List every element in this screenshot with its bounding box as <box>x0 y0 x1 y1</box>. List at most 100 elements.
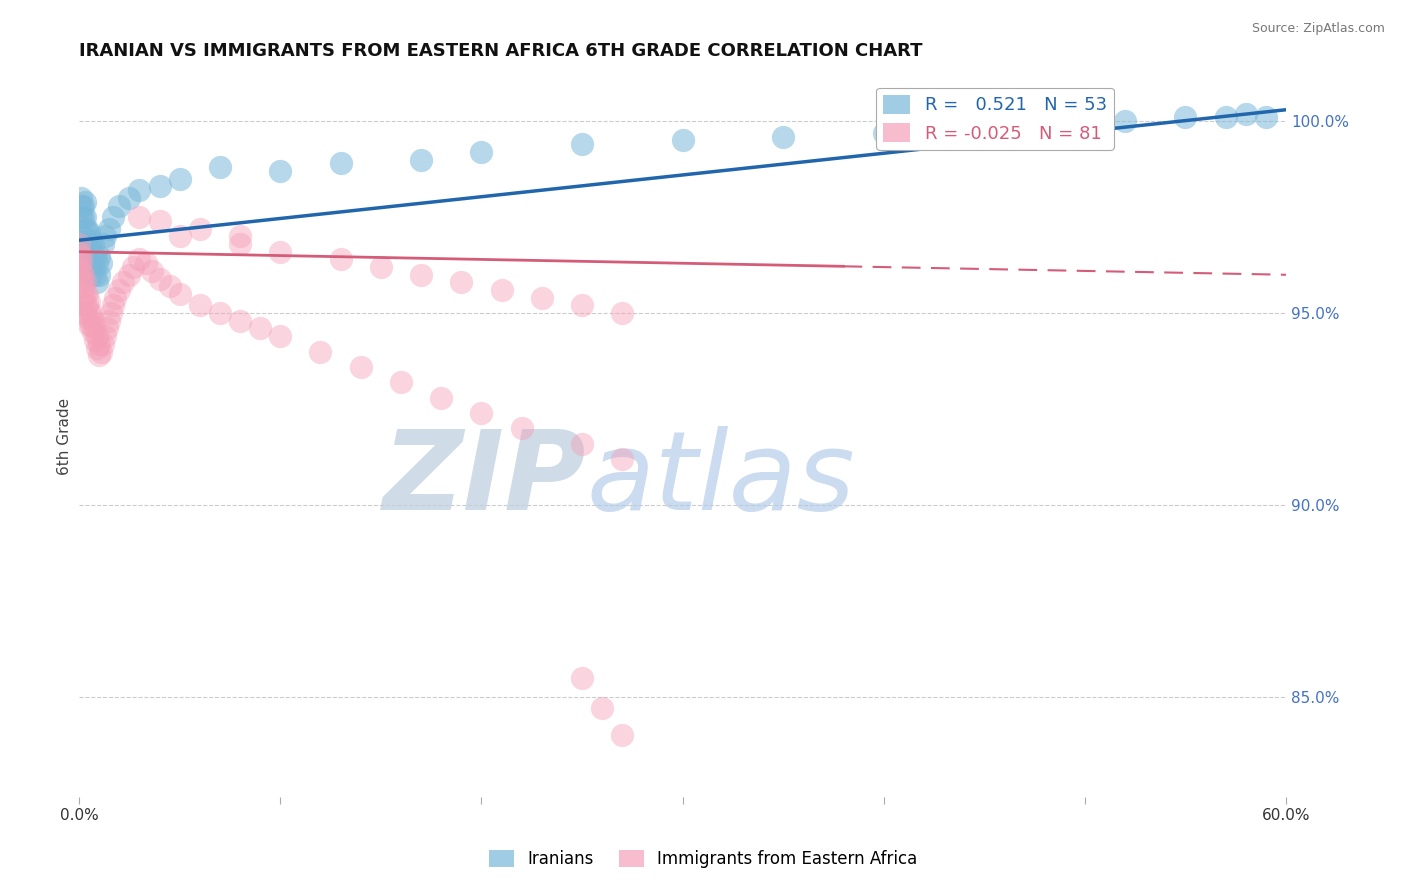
Point <box>89 268 111 282</box>
Point <box>80 249 103 263</box>
Point <box>1254 111 1277 125</box>
Point <box>76 221 98 235</box>
Point <box>128 252 150 267</box>
Point <box>75 287 97 301</box>
Point <box>76 298 98 312</box>
Point <box>229 237 252 252</box>
Point <box>90 344 112 359</box>
Point <box>72 229 94 244</box>
Point <box>134 256 156 270</box>
Point <box>169 171 191 186</box>
Point <box>98 314 121 328</box>
Point <box>118 191 141 205</box>
Point <box>169 287 191 301</box>
Point <box>409 268 432 282</box>
Text: ZIP: ZIP <box>382 425 586 533</box>
Point <box>269 329 291 343</box>
Point <box>873 126 896 140</box>
Point <box>70 264 93 278</box>
Point <box>229 229 252 244</box>
Point <box>86 256 108 270</box>
Point <box>77 226 100 240</box>
Point <box>75 298 97 312</box>
Point <box>772 129 794 144</box>
Point <box>72 279 94 293</box>
Text: IRANIAN VS IMMIGRANTS FROM EASTERN AFRICA 6TH GRADE CORRELATION CHART: IRANIAN VS IMMIGRANTS FROM EASTERN AFRIC… <box>79 42 922 60</box>
Point <box>269 164 291 178</box>
Point <box>612 728 634 742</box>
Point <box>67 237 90 252</box>
Point <box>148 271 170 285</box>
Point <box>470 406 492 420</box>
Legend: Iranians, Immigrants from Eastern Africa: Iranians, Immigrants from Eastern Africa <box>482 843 924 875</box>
Point <box>72 268 94 282</box>
Point <box>89 336 111 351</box>
Point <box>75 210 97 224</box>
Point <box>104 291 127 305</box>
Point <box>141 264 163 278</box>
Point <box>75 237 97 252</box>
Point <box>96 321 118 335</box>
Point <box>91 237 114 252</box>
Point <box>70 249 93 263</box>
Point <box>1234 106 1257 120</box>
Point <box>86 276 108 290</box>
Point <box>70 199 93 213</box>
Point <box>80 318 103 332</box>
Legend: R =   0.521   N = 53, R = -0.025   N = 81: R = 0.521 N = 53, R = -0.025 N = 81 <box>876 87 1114 150</box>
Point <box>208 306 231 320</box>
Point <box>128 210 150 224</box>
Point <box>249 321 271 335</box>
Point <box>108 283 131 297</box>
Point <box>269 244 291 259</box>
Point <box>229 314 252 328</box>
Point <box>77 256 100 270</box>
Point <box>80 233 103 247</box>
Point <box>82 314 104 328</box>
Point <box>89 348 111 362</box>
Point <box>72 199 94 213</box>
Point <box>94 229 117 244</box>
Point <box>612 306 634 320</box>
Point <box>973 122 995 136</box>
Point <box>510 421 533 435</box>
Point <box>100 306 122 320</box>
Point <box>77 318 100 332</box>
Point <box>571 436 593 450</box>
Point <box>70 256 93 270</box>
Point <box>72 210 94 224</box>
Point <box>80 306 103 320</box>
Point <box>148 179 170 194</box>
Point <box>591 701 613 715</box>
Point <box>67 260 90 274</box>
Point <box>118 268 141 282</box>
Point <box>470 145 492 159</box>
Point <box>98 221 121 235</box>
Point <box>77 241 100 255</box>
Point <box>67 268 90 282</box>
Point <box>89 249 111 263</box>
Point <box>430 391 453 405</box>
Point <box>389 375 412 389</box>
Point <box>76 249 98 263</box>
Point <box>112 276 135 290</box>
Point <box>148 214 170 228</box>
Point <box>188 298 211 312</box>
Point <box>75 276 97 290</box>
Point <box>67 244 90 259</box>
Point <box>67 252 90 267</box>
Point <box>1074 118 1097 132</box>
Point <box>76 237 98 252</box>
Point <box>84 321 107 335</box>
Point <box>70 191 93 205</box>
Point <box>70 210 93 224</box>
Point <box>103 298 125 312</box>
Point <box>82 237 104 252</box>
Point <box>188 221 211 235</box>
Point <box>108 199 131 213</box>
Point <box>159 279 181 293</box>
Point <box>671 133 693 147</box>
Text: Source: ZipAtlas.com: Source: ZipAtlas.com <box>1251 22 1385 36</box>
Point <box>80 268 103 282</box>
Point <box>329 156 352 170</box>
